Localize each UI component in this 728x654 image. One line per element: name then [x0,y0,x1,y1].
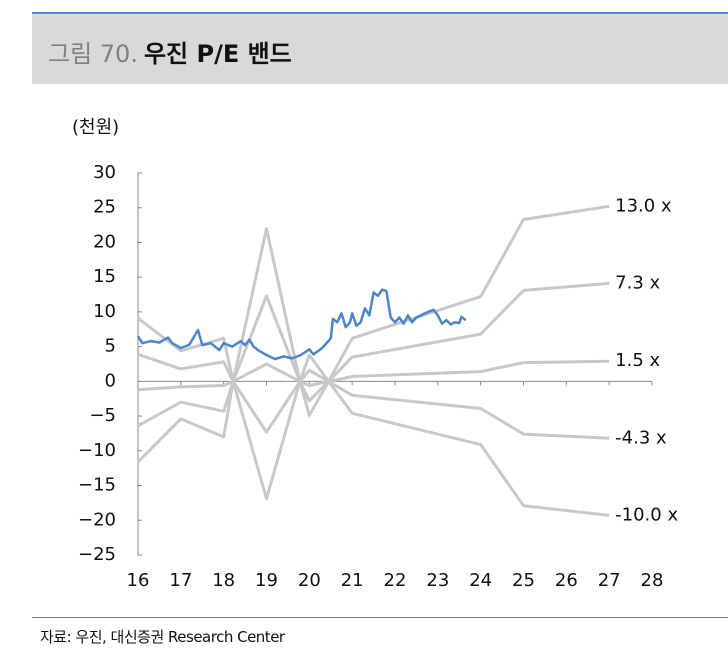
x-tick-label: 22 [384,570,407,591]
x-tick-label: 20 [298,570,321,591]
series-label: 7.3 x [615,272,660,293]
x-tick-label: 21 [341,570,364,591]
x-tick-label: 25 [512,570,535,591]
divider [32,617,728,618]
x-tick-label: 17 [169,570,192,591]
x-tick-label: 28 [641,570,664,591]
series-label: -4.3 x [615,427,667,448]
series-label: -10.0 x [615,504,678,525]
y-tick-label: −15 [78,475,116,496]
y-tick-label: 10 [93,301,116,322]
y-tick-label: 15 [93,266,116,287]
x-tick-label: 26 [555,570,578,591]
series-line [136,353,610,517]
y-axis-label: (천원) [72,117,119,138]
x-tick-label: 23 [426,570,449,591]
series-line [137,204,610,417]
y-tick-label: 20 [93,231,116,252]
x-tick-label: 18 [212,570,235,591]
y-tick-label: 5 [105,336,116,357]
series-line [137,368,610,440]
y-tick-label: −10 [78,440,116,461]
series-line [137,359,610,392]
y-tick-label: −25 [78,544,116,565]
series-line [136,288,467,361]
source-note: 자료: 우진, 대신증권 Research Center [40,628,285,646]
figure-label: 그림 70. [48,40,138,68]
x-tick-label: 24 [469,570,492,591]
figure-title: 우진 P/E 밴드 [143,40,292,68]
header: 그림 70. 우진 P/E 밴드 [32,12,728,84]
x-tick-label: 27 [598,570,621,591]
figure-heading: 그림 70. 우진 P/E 밴드 [48,34,292,69]
y-tick-label: 30 [93,162,116,183]
y-tick-label: 0 [105,370,116,391]
y-tick-label: −5 [89,405,116,426]
y-tick-label: −20 [78,509,116,530]
y-tick-label: 25 [93,197,116,218]
series-label: 1.5 x [615,350,660,371]
x-tick-label: 16 [127,570,150,591]
series-label: 13.0 x [615,195,672,216]
x-tick-label: 19 [255,570,278,591]
series-line [137,281,610,403]
